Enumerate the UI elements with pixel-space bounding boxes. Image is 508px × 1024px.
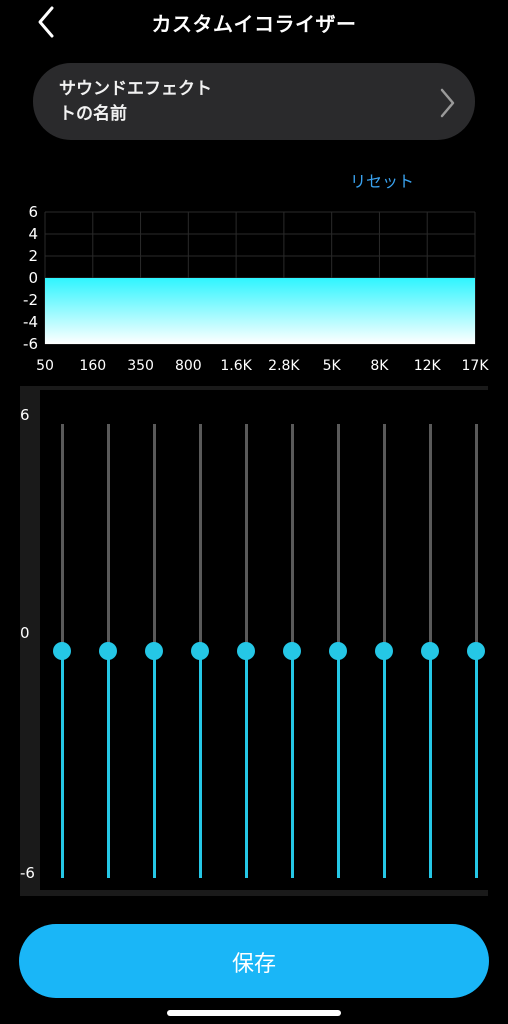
sound-effect-name-card[interactable]: サウンドエフェクト トの名前 [33,63,475,140]
chart-x-tick-label: 8K [370,358,389,374]
chart-x-tick-label: 12K [414,358,442,374]
eq-slider-track-lower [475,651,478,878]
eq-y-label-top: 6 [20,406,30,424]
eq-slider-2.8K[interactable] [280,424,304,884]
eq-curve-chart: 6 4 2 0 -2 -4 -6 50 160 350 800 1.6K 2.8K 5K 8K 12K 17K [23,203,489,374]
chart-x-tick-label: 1.6K [220,358,252,374]
eq-slider-track-lower [61,651,64,878]
reset-button[interactable]: リセット [350,172,415,191]
eq-slider-8K[interactable] [372,424,396,884]
chart-y-tick-label: 6 [28,203,38,221]
eq-slider-800[interactable] [188,424,212,884]
back-button[interactable] [30,4,62,40]
eq-slider-knob[interactable] [329,642,347,660]
chart-y-tick-label: 4 [28,225,38,243]
header-bar: カスタムイコライザー [0,0,508,44]
chevron-left-icon[interactable] [30,4,62,40]
eq-slider-track-lower [429,651,432,878]
eq-slider-track-upper [245,424,248,651]
eq-slider-track-lower [337,651,340,878]
chart-x-tick-label: 5K [323,358,342,374]
eq-slider-track-lower [245,651,248,878]
eq-slider-track-lower [383,651,386,878]
sound-effect-name-line1: サウンドエフェクト [59,79,212,99]
eq-y-label-bottom: -6 [20,864,35,882]
chart-y-tick-label: -2 [23,291,38,309]
eq-slider-track-upper [429,424,432,651]
chart-y-tick-label: -4 [23,313,38,331]
eq-slider-160[interactable] [96,424,120,884]
eq-slider-track-upper [475,424,478,651]
eq-slider-knob[interactable] [145,642,163,660]
eq-slider-17K[interactable] [464,424,488,884]
eq-slider-12K[interactable] [418,424,442,884]
eq-slider-knob[interactable] [53,642,71,660]
chart-x-tick-label: 17K [462,358,490,374]
chart-y-axis-labels: 6 4 2 0 -2 -4 -6 [23,203,38,353]
eq-slider-track-upper [383,424,386,651]
chart-x-tick-label: 160 [79,358,106,374]
eq-slider-track-upper [291,424,294,651]
chart-y-tick-label: 0 [28,269,38,287]
eq-slider-track-lower [107,651,110,878]
eq-slider-track-lower [199,651,202,878]
eq-slider-knob[interactable] [421,642,439,660]
save-button[interactable]: 保存 [19,924,489,998]
eq-slider-knob[interactable] [237,642,255,660]
eq-slider-track-lower [153,651,156,878]
chart-x-tick-label: 50 [36,358,54,374]
page-title: カスタムイコライザー [151,12,357,36]
eq-slider-350[interactable] [142,424,166,884]
eq-slider-knob[interactable] [99,642,117,660]
chart-x-tick-label: 350 [127,358,154,374]
chart-x-tick-label: 800 [175,358,202,374]
chevron-right-icon [440,88,455,118]
home-indicator [167,1010,341,1016]
eq-slider-track-upper [61,424,64,651]
chart-x-tick-label: 2.8K [268,358,300,374]
sound-effect-name-line2: トの名前 [59,104,127,124]
eq-slider-track-lower [291,651,294,878]
save-button-label: 保存 [231,952,276,977]
chart-x-axis-labels: 50 160 350 800 1.6K 2.8K 5K 8K 12K 17K [36,358,489,374]
eq-slider-knob[interactable] [467,642,485,660]
eq-slider-1.6K[interactable] [234,424,258,884]
eq-slider-knob[interactable] [191,642,209,660]
eq-slider-track-upper [199,424,202,651]
sound-effect-name-label: サウンドエフェクト トの名前 [59,77,359,127]
eq-slider-knob[interactable] [375,642,393,660]
eq-slider-track-upper [153,424,156,651]
eq-y-label-middle: 0 [20,624,30,642]
eq-slider-50[interactable] [50,424,74,884]
eq-slider-track-upper [337,424,340,651]
chart-y-tick-label: -6 [23,335,38,353]
chart-y-tick-label: 2 [28,247,38,265]
eq-slider-track-upper [107,424,110,651]
eq-slider-area [40,390,488,890]
eq-curve-area [45,278,475,344]
eq-slider-knob[interactable] [283,642,301,660]
eq-slider-5K[interactable] [326,424,350,884]
